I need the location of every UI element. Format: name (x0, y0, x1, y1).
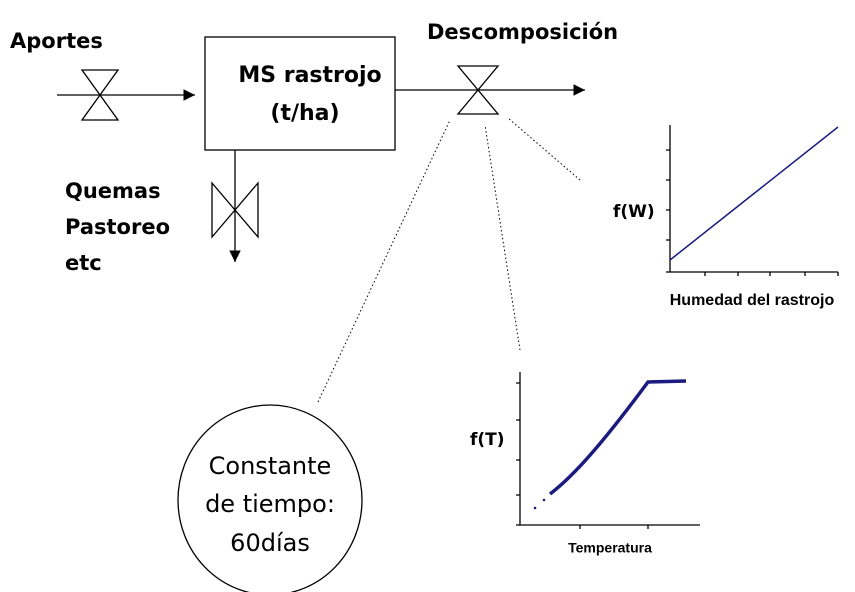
link (317, 119, 451, 403)
time-constant-circle (177, 404, 363, 592)
stock-unit: (t/ha) (270, 101, 339, 126)
inflow-label: Aportes (10, 29, 103, 53)
time-constant-label: Constante (209, 452, 332, 480)
link (507, 117, 581, 181)
moisture-chart: f(W) Humedad del rastrojo (613, 125, 839, 309)
time-constant-label: de tiempo: (205, 490, 335, 518)
stock-label: MS rastrojo (238, 63, 381, 88)
loss-label: Quemas (65, 179, 161, 203)
y-label: f(W) (613, 202, 655, 222)
loss-valve (211, 181, 259, 239)
temperature-chart: f(T) Temperatura (470, 372, 700, 556)
y-label: f(T) (470, 430, 505, 450)
x-label: Temperatura (568, 540, 652, 556)
outflow-label: Descomposición (427, 20, 618, 44)
stock-box (204, 36, 396, 151)
link (484, 124, 521, 351)
x-label: Humedad del rastrojo (670, 292, 835, 309)
time-constant-label: 60días (230, 529, 310, 557)
outflow-valve (456, 65, 500, 115)
inflow-valve (80, 69, 120, 121)
loss-label: Pastoreo (65, 215, 170, 239)
loss-label: etc (65, 251, 102, 275)
